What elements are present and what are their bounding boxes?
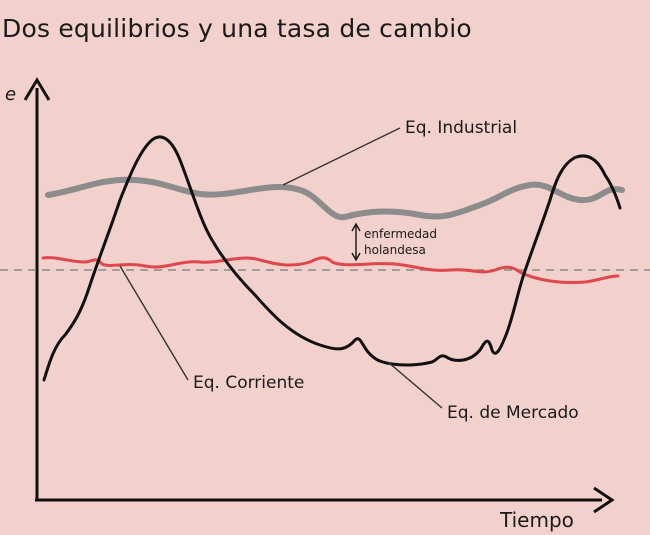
arrow-up-icon <box>351 222 361 232</box>
label-eq-industrial: Eq. Industrial <box>405 118 517 138</box>
curve-eq-industrial <box>45 176 625 221</box>
y-axis-label: e <box>5 84 16 105</box>
leader-line-eq-industrial <box>282 127 401 186</box>
annotation-holandesa: holandesa <box>364 243 426 257</box>
curve-eq-de-mercado <box>42 135 622 382</box>
diagram-title: Dos equilibrios y una tasa de cambio <box>2 14 472 43</box>
annotation-enfermedad: enfermedad <box>364 227 437 241</box>
label-eq-corriente: Eq. Corriente <box>193 373 304 393</box>
leader-line-eq-corriente <box>119 265 189 381</box>
curve-eq-corriente <box>41 256 620 284</box>
label-eq-de-mercado: Eq. de Mercado <box>447 403 579 423</box>
x-axis-arrow-icon <box>593 486 615 514</box>
leader-line-eq-de-mercado <box>387 361 443 409</box>
y-axis-arrow-icon <box>23 77 51 101</box>
arrow-down-icon <box>351 252 361 262</box>
x-axis-label: Tiempo <box>499 508 574 532</box>
